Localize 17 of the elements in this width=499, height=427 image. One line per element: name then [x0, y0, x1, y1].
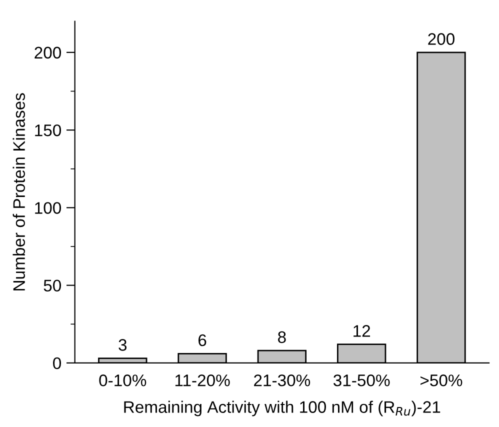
y-tick-label: 50 — [44, 280, 62, 292]
x-axis-title: Remaining Activity with 100 nM of (R$_{Ru}$)-21 — [124, 400, 440, 416]
x-tick-label: >50% — [420, 374, 462, 386]
y-tick-label: 150 — [35, 124, 62, 136]
x-tick-label: 11-20% — [175, 374, 230, 386]
data-label: 3 — [118, 339, 127, 351]
data-label: 200 — [428, 33, 454, 45]
data-label: 8 — [278, 331, 286, 344]
y-axis-title: Number of Protein Kinases — [12, 93, 25, 290]
y-tick-label: 0 — [53, 357, 62, 370]
x-tick-label: 21-30% — [254, 374, 310, 386]
data-label: 6 — [198, 334, 206, 346]
y-tick-label: 200 — [34, 46, 62, 59]
x-tick-label: 31-50% — [333, 374, 390, 386]
x-tick-label: 0-10% — [99, 374, 146, 386]
y-tick-label: 100 — [35, 202, 62, 214]
data-label: 12 — [354, 325, 370, 337]
